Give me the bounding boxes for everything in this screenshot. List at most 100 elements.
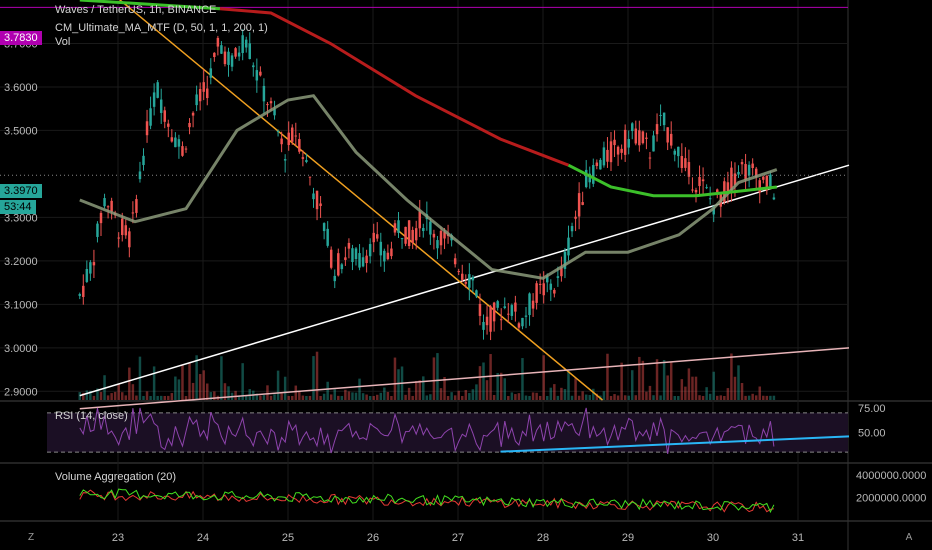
volume-bar bbox=[280, 393, 283, 400]
candle-body bbox=[616, 146, 620, 155]
candle-body bbox=[411, 229, 414, 243]
volume-bar bbox=[542, 355, 545, 400]
candle-body bbox=[276, 131, 280, 133]
candle-body bbox=[138, 171, 142, 180]
trendline bbox=[79, 347, 850, 410]
volume-indicator-label[interactable]: Vol bbox=[55, 36, 71, 48]
ma-slow-line bbox=[79, 0, 221, 11]
candle-body bbox=[659, 114, 662, 116]
candle-body bbox=[220, 45, 223, 54]
volume-bar bbox=[687, 368, 691, 400]
volume-bar bbox=[758, 386, 761, 400]
volume-bar bbox=[198, 374, 202, 400]
volume-bar bbox=[82, 392, 85, 400]
trendline bbox=[79, 164, 850, 397]
candle-body bbox=[365, 255, 368, 264]
rsi-indicator-label[interactable]: RSI (14, close) bbox=[55, 410, 128, 422]
volume-bar bbox=[365, 394, 368, 400]
candle-body bbox=[577, 193, 581, 217]
volume-bar bbox=[298, 390, 301, 400]
candle-body bbox=[531, 300, 535, 309]
volume-bar bbox=[606, 353, 609, 400]
volume-bar bbox=[376, 394, 379, 400]
ma-slow-line bbox=[567, 163, 777, 198]
candle-body bbox=[198, 88, 202, 102]
candle-body bbox=[429, 221, 432, 235]
candle-body bbox=[209, 68, 213, 78]
volume-bar bbox=[110, 393, 113, 400]
candle-body bbox=[379, 241, 383, 256]
volume-bar bbox=[510, 392, 514, 400]
volume-bar bbox=[234, 390, 237, 400]
volume-bar bbox=[641, 360, 645, 400]
candle-body bbox=[570, 226, 574, 232]
volume-bar bbox=[634, 395, 638, 400]
volume-bar bbox=[174, 376, 177, 400]
candle-body bbox=[538, 283, 542, 285]
candle-body bbox=[223, 51, 227, 65]
candle-body bbox=[418, 211, 421, 229]
volume-bar bbox=[358, 378, 361, 400]
volagg-buy-line bbox=[79, 488, 775, 514]
candle-body bbox=[592, 165, 595, 184]
ma-indicator-label[interactable]: CM_Ultimate_MA_MTF (D, 50, 1, 1, 200, 1) bbox=[55, 22, 268, 34]
volume-bar bbox=[698, 395, 701, 400]
volume-bar bbox=[121, 392, 124, 400]
volume-bar bbox=[368, 395, 372, 400]
auto-scale-button[interactable]: A bbox=[905, 532, 913, 543]
candle-body bbox=[652, 135, 655, 152]
candle-body bbox=[149, 108, 152, 126]
volume-bar bbox=[666, 375, 669, 400]
volume-bar bbox=[429, 394, 432, 400]
candle-body bbox=[631, 123, 634, 132]
volume-bar bbox=[96, 388, 99, 400]
volume-bar bbox=[390, 396, 393, 400]
volume-bar bbox=[627, 395, 630, 400]
zoom-button[interactable]: Z bbox=[27, 532, 35, 543]
candle-body bbox=[273, 108, 276, 116]
candle-body bbox=[163, 110, 166, 122]
volume-bar bbox=[584, 394, 588, 400]
candle-body bbox=[730, 167, 733, 191]
candle-body bbox=[524, 315, 528, 317]
volume-bar bbox=[553, 384, 556, 400]
volume-bar bbox=[446, 395, 450, 400]
volume-bar bbox=[170, 393, 174, 400]
candle-body bbox=[407, 220, 411, 247]
ma-fast-line bbox=[79, 94, 778, 280]
candle-body bbox=[195, 94, 198, 106]
volume-bar bbox=[478, 366, 482, 400]
candle-body bbox=[347, 242, 351, 249]
candle-body bbox=[574, 216, 577, 219]
volume-bar bbox=[361, 393, 365, 400]
volume-bar bbox=[726, 388, 730, 400]
candle-body bbox=[535, 283, 538, 303]
candle-body bbox=[489, 306, 492, 332]
candle-body bbox=[556, 276, 560, 278]
volume-bar bbox=[556, 395, 560, 400]
volume-bar bbox=[128, 367, 131, 400]
symbol-title: Waves / TetherUS, 1h, BINANCE bbox=[55, 4, 217, 16]
candle-body bbox=[439, 230, 443, 246]
candle-body bbox=[687, 162, 691, 177]
volume-bar bbox=[577, 395, 581, 400]
volume-bar bbox=[602, 391, 606, 400]
candle-body bbox=[99, 212, 103, 224]
volume-bar bbox=[453, 395, 457, 400]
candle-body bbox=[521, 317, 524, 327]
volume-bar bbox=[308, 395, 312, 400]
candle-body bbox=[563, 251, 567, 269]
candle-body bbox=[234, 48, 237, 57]
volume-bar bbox=[567, 370, 570, 400]
volume-bar bbox=[595, 393, 599, 400]
volume-bar bbox=[740, 383, 744, 400]
candle-body bbox=[694, 190, 698, 193]
candle-body bbox=[269, 101, 273, 104]
volume-aggregation-label[interactable]: Volume Aggregation (20) bbox=[55, 471, 177, 483]
volume-bar bbox=[188, 362, 191, 400]
time-axis-tick: 23 bbox=[112, 532, 124, 544]
candle-body bbox=[315, 190, 319, 210]
candle-body bbox=[92, 262, 96, 266]
candle-body bbox=[492, 302, 496, 322]
